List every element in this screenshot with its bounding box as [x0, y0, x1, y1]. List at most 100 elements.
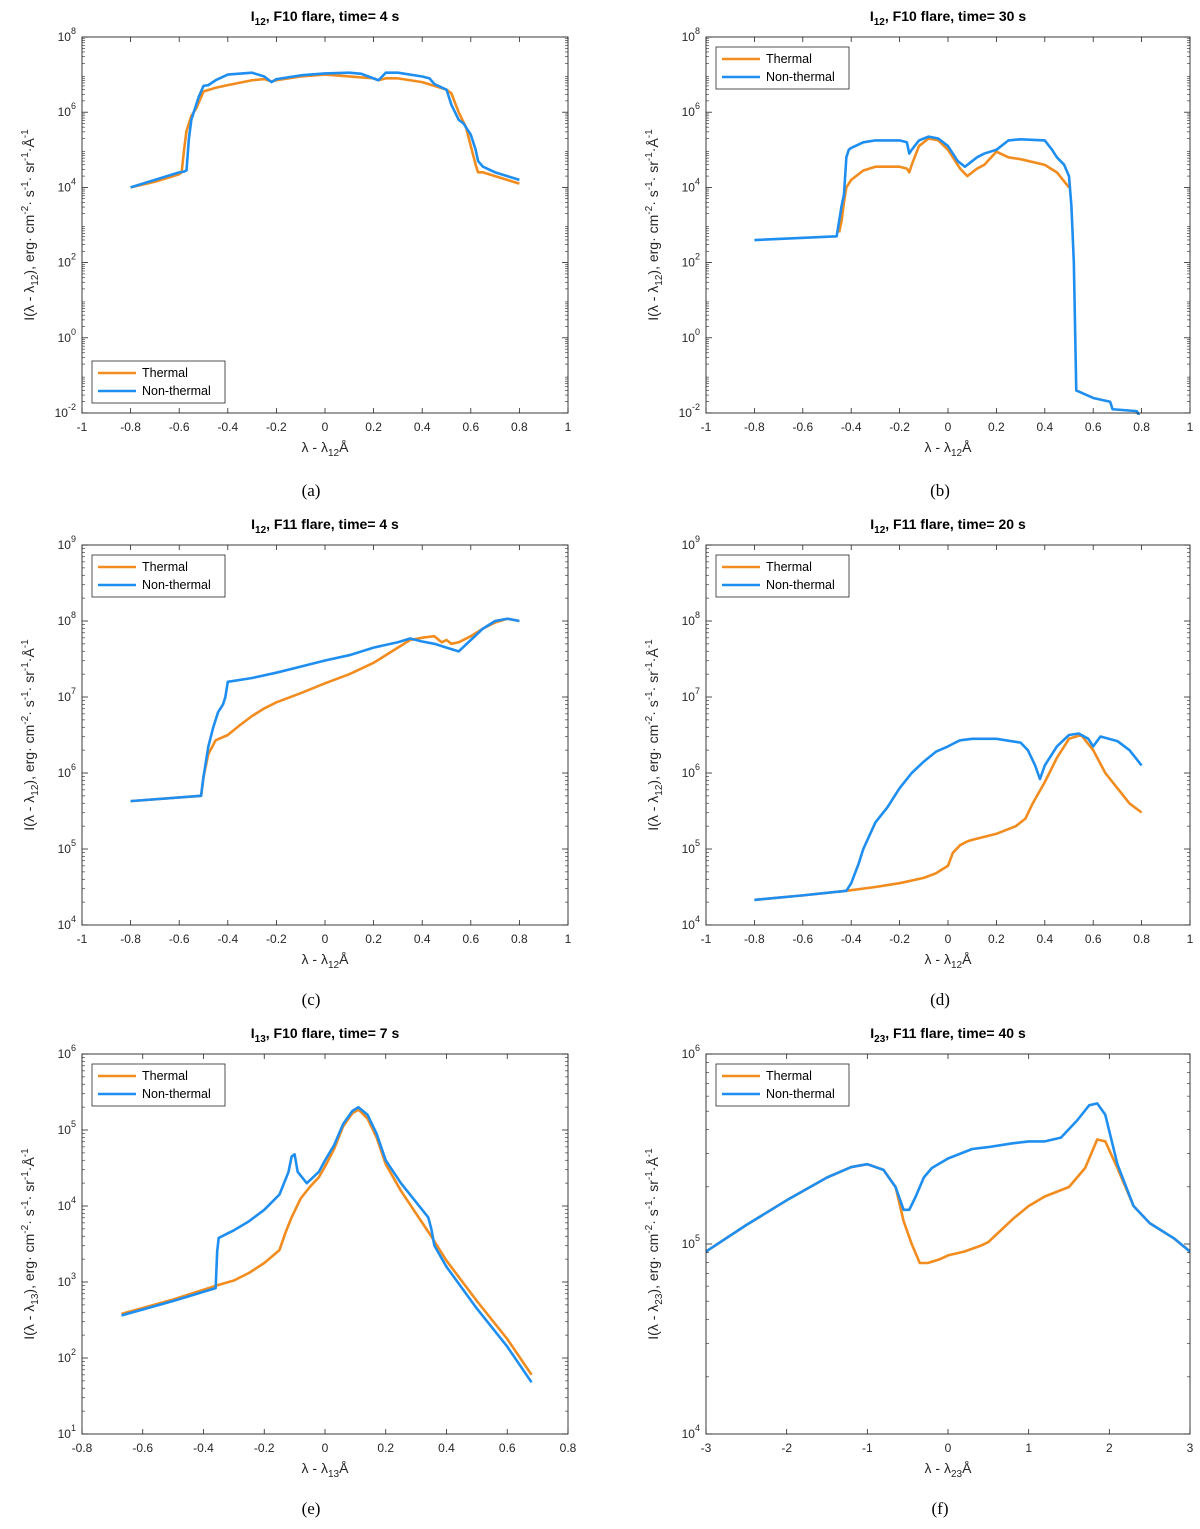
y-tick-label: 102 [58, 252, 76, 270]
x-tick-label: -0.8 [744, 420, 765, 434]
x-tick-label: -1 [862, 1441, 873, 1455]
x-tick-label: 0.2 [365, 420, 382, 434]
x-tick-label: 0.8 [560, 1441, 577, 1455]
series-line-nonthermal [121, 1105, 533, 1384]
legend-label: Thermal [142, 560, 188, 574]
series-line-nonthermal [130, 71, 520, 189]
y-axis-label: I(λ - λ12), erg· cm-2· s-1· sr-1·Å-1 [644, 639, 665, 831]
x-tick-label: 0.4 [414, 420, 431, 434]
x-tick-label: 0.6 [1085, 932, 1102, 946]
panel-caption: (c) [302, 990, 321, 1009]
x-tick-label: 3 [1187, 1441, 1194, 1455]
y-tick-label: 104 [58, 1195, 76, 1213]
x-tick-label: 0.6 [462, 420, 479, 434]
y-tick-label: 10-2 [679, 402, 700, 420]
x-tick-label: -0.6 [169, 420, 190, 434]
chart-title: I12, F10 flare, time= 30 s [870, 8, 1026, 28]
legend-label: Thermal [142, 366, 188, 380]
x-tick-label: 0.4 [438, 1441, 455, 1455]
x-tick-label: 0.2 [377, 1441, 394, 1455]
x-tick-label: 0 [945, 1441, 952, 1455]
legend-box [715, 46, 850, 90]
chart-title: I13, F10 flare, time= 7 s [251, 1025, 400, 1045]
x-tick-label: 0 [322, 1441, 329, 1455]
x-tick-label: 0.8 [1133, 420, 1150, 434]
legend: Thermal Non-thermal [715, 46, 850, 90]
chart-title: I23, F11 flare, time= 40 s [870, 1025, 1026, 1045]
y-tick-label: 109 [682, 534, 700, 552]
y-tick-label: 103 [58, 1271, 76, 1289]
chart-panel-d: -1 -0.8 -0.6 -0.4 -0.2 0 0.2 0.4 0.6 0.8 1 104 105 10… [644, 516, 1194, 1009]
legend: Thermal Non-thermal [715, 1063, 850, 1107]
series-line-nonthermal [754, 135, 1141, 415]
series-line-nonthermal [754, 732, 1143, 902]
x-tick-label: -0.6 [792, 420, 813, 434]
series-line-thermal [121, 1108, 533, 1376]
y-tick-label: 102 [682, 252, 700, 270]
y-tick-label: 106 [682, 762, 700, 780]
x-tick-label: -0.4 [193, 1441, 214, 1455]
x-tick-label: 1 [1187, 932, 1194, 946]
y-tick-label: 108 [682, 610, 700, 628]
axes-frame [81, 36, 569, 414]
axes-frame [81, 544, 569, 926]
x-axis-label: λ - λ23Å [925, 1460, 973, 1480]
chart-panel-b: -1 -0.8 -0.6 -0.4 -0.2 0 0.2 0.4 0.6 0.8 1 10-2 100 1… [644, 8, 1194, 500]
legend-box [91, 554, 226, 598]
x-tick-label: 0.4 [414, 932, 431, 946]
y-tick-label: 108 [58, 610, 76, 628]
x-tick-label: 0.6 [462, 932, 479, 946]
y-tick-label: 108 [682, 26, 700, 44]
chart-title: I12, F10 flare, time= 4 s [251, 8, 400, 28]
x-tick-label: -0.2 [889, 932, 910, 946]
x-tick-label: -0.4 [217, 932, 238, 946]
plot-area [82, 545, 568, 925]
axes-frame [705, 36, 1191, 414]
series-line-nonthermal [130, 617, 520, 803]
y-axis-label: I(λ - λ12), erg· cm-2· s-1· sr-1·Å-1 [20, 639, 41, 831]
legend-label: Thermal [142, 1069, 188, 1083]
chart-panel-e: -0.8 -0.6 -0.4 -0.2 0 0.2 0.4 0.6 0.8 101 102 103 10… [20, 1025, 577, 1518]
x-tick-label: -0.2 [266, 932, 287, 946]
x-tick-label: 1 [1025, 1441, 1032, 1455]
x-tick-label: -0.2 [254, 1441, 275, 1455]
y-tick-label: 104 [58, 176, 76, 194]
x-tick-label: -0.8 [120, 420, 141, 434]
x-axis-label: λ - λ13Å [302, 1460, 350, 1480]
x-tick-label: 0.2 [988, 420, 1005, 434]
x-tick-label: 0 [322, 932, 329, 946]
y-tick-label: 107 [682, 686, 700, 704]
series-line-thermal [130, 617, 520, 803]
legend-label: Non-thermal [766, 578, 835, 592]
y-tick-label: 109 [58, 534, 76, 552]
y-axis-label: I(λ - λ13), erg· cm-2· s-1· sr-1·Å-1 [20, 1148, 41, 1340]
series-line-thermal [754, 733, 1143, 902]
legend-label: Thermal [766, 52, 812, 66]
y-tick-label: 101 [58, 1423, 76, 1441]
x-tick-label: -0.2 [266, 420, 287, 434]
chart-panel-a: -1 -0.8 -0.6 -0.4 -0.2 0 0.2 0.4 0.6 0.8 1 10-2 100 1… [20, 8, 572, 500]
x-tick-label: -0.6 [792, 932, 813, 946]
x-tick-label: 0.2 [988, 932, 1005, 946]
y-tick-label: 104 [682, 176, 700, 194]
y-axis-label: I(λ - λ12), erg· cm-2· s-1· sr-1·Å-1 [644, 129, 665, 321]
x-tick-label: -1 [77, 420, 88, 434]
plot-area [82, 37, 568, 413]
x-tick-label: -2 [781, 1441, 792, 1455]
plot-area [82, 1054, 568, 1434]
x-tick-label: 0.4 [1036, 932, 1053, 946]
y-tick-label: 100 [682, 327, 700, 345]
x-tick-label: -1 [77, 932, 88, 946]
axes-frame [705, 544, 1191, 926]
chart-title: I12, F11 flare, time= 20 s [870, 516, 1026, 536]
plot-area [706, 545, 1190, 925]
legend-box [91, 1063, 226, 1107]
legend: Thermal Non-thermal [91, 554, 226, 598]
y-tick-label: 100 [58, 327, 76, 345]
y-axis-label: I(λ - λ23), erg· cm-2· s-1· sr-1·Å-1 [644, 1148, 665, 1340]
x-tick-label: 0.6 [499, 1441, 516, 1455]
legend: Thermal Non-thermal [715, 554, 850, 598]
x-tick-label: 0.2 [365, 932, 382, 946]
y-tick-label: 108 [58, 26, 76, 44]
